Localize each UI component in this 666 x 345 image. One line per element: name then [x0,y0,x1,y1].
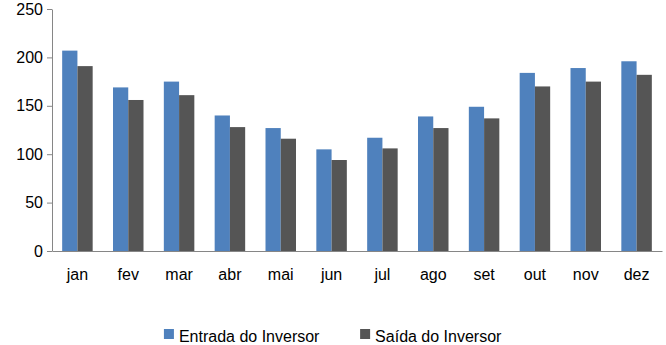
x-tick-label: dez [624,266,650,283]
bar [113,87,128,251]
bar [316,149,331,251]
legend-item: Entrada do Inversor [164,328,320,345]
x-tick: jun [320,266,342,283]
y-tick: 200 [16,49,52,66]
legend-swatch [360,329,370,339]
y-tick-label: 50 [25,194,43,211]
bar [535,86,550,251]
bar [621,61,636,251]
bar [281,139,296,251]
x-tick-label: mai [268,266,294,283]
y-axis-line [52,10,53,252]
x-tick-label: out [524,266,547,283]
bar [520,73,535,251]
bar [571,68,586,251]
bar [433,128,448,251]
bar [469,107,484,251]
x-tick-label: jun [320,266,342,283]
x-tick: jan [66,266,88,283]
y-tick: 250 [16,1,52,18]
y-tick-label: 200 [16,49,43,66]
bar [179,95,194,251]
series [77,66,651,251]
x-tick-label: abr [218,266,242,283]
series [62,51,636,251]
x-tick: mai [268,266,294,283]
x-tick: fev [118,266,139,283]
x-tick: ago [420,266,447,283]
bar [418,116,433,251]
y-tick-label: 150 [16,97,43,114]
bar [382,148,397,251]
bar [128,100,143,251]
x-tick-label: fev [118,266,139,283]
y-tick-label: 250 [16,1,43,18]
y-tick: 100 [16,146,52,163]
legend-label: Entrada do Inversor [179,328,320,345]
legend-swatch [164,329,174,339]
x-tick: mar [165,266,193,283]
x-tick: set [473,266,495,283]
bar [586,82,601,251]
x-tick: dez [624,266,650,283]
x-tick: nov [573,266,599,283]
y-axis: 0 50 100 150 200 250 [16,1,52,260]
y-tick-mark [47,154,52,155]
plot: 0 50 100 150 200 250 jan fev mar abr mai jun jul ago s… [16,1,662,283]
bar [332,160,347,251]
x-tick-label: nov [573,266,599,283]
bar [484,118,499,251]
bar [367,138,382,251]
x-tick-label: ago [420,266,447,283]
x-tick-label: mar [165,266,193,283]
chart: 0 50 100 150 200 250 jan fev mar abr mai jun jul ago s… [0,0,666,345]
bars [62,51,652,251]
y-tick: 0 [34,243,52,260]
legend-label: Saída do Inversor [375,328,502,345]
bar [164,82,179,251]
x-tick-label: jan [66,266,88,283]
y-tick: 50 [25,194,52,211]
x-axis: jan fev mar abr mai jun jul ago set out nov dez [53,252,663,283]
bar [637,75,652,251]
x-tick: out [524,266,547,283]
legend-item: Saída do Inversor [360,328,502,345]
bar [77,66,92,251]
bar [215,115,230,251]
bar [230,127,245,251]
bar [62,51,77,251]
x-tick-label: jul [373,266,390,283]
x-tick-label: set [473,266,495,283]
x-tick: abr [218,266,242,283]
y-tick-mark [47,203,52,204]
y-tick-mark [47,9,52,10]
y-tick-label: 0 [34,243,43,260]
y-tick-mark [47,106,52,107]
x-tick: jul [373,266,390,283]
y-tick: 150 [16,97,52,114]
y-tick-mark [47,57,52,58]
legend: Entrada do Inversor Saída do Inversor [164,328,502,345]
y-tick-mark [47,251,52,252]
y-tick-label: 100 [16,146,43,163]
bar [266,128,281,251]
x-axis-line [53,251,663,252]
